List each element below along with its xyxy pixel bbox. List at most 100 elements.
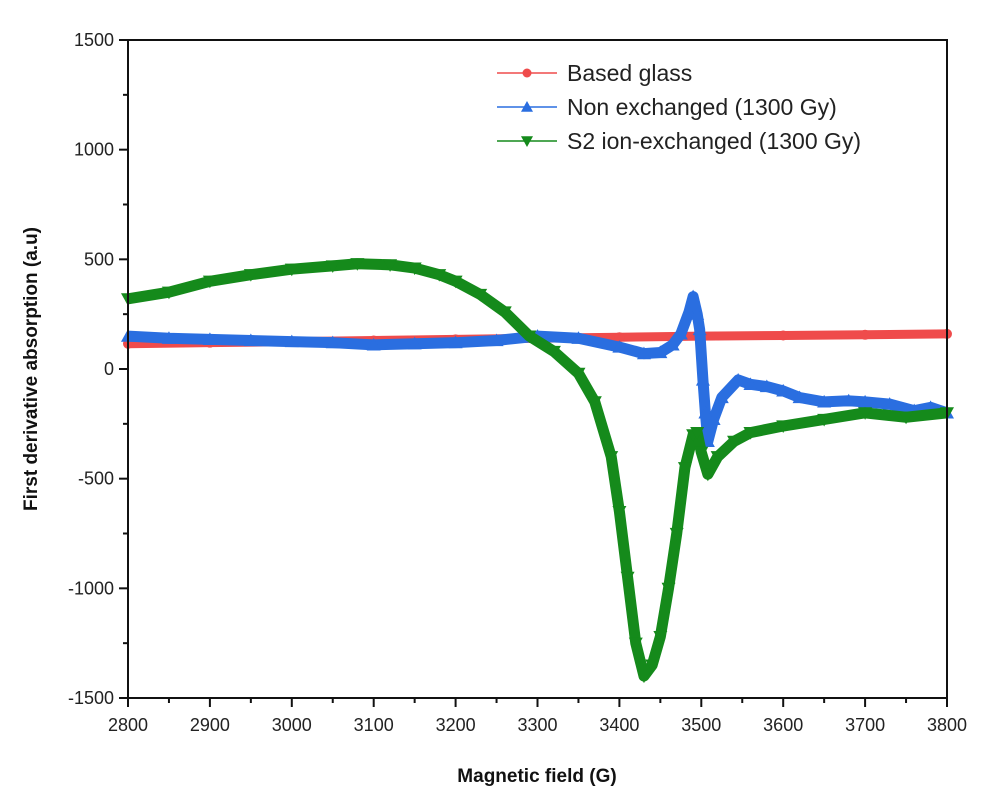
y-tick-label: -500	[78, 469, 114, 489]
data-point	[710, 451, 725, 464]
data-point	[673, 326, 688, 340]
legend-label: S2 ion-exchanged (1300 Gy)	[567, 128, 861, 154]
data-point	[743, 377, 758, 390]
series-line	[127, 258, 948, 682]
data-point	[522, 330, 537, 344]
data-point	[661, 582, 676, 596]
data-point	[161, 286, 176, 300]
data-point	[161, 331, 176, 344]
data-point	[587, 396, 602, 409]
x-tick-label: 3700	[845, 715, 885, 735]
x-axis-label: Magnetic field (G)	[457, 766, 616, 787]
y-tick-label: -1000	[68, 578, 114, 598]
y-tick-label: -1500	[68, 688, 114, 708]
legend-item: Based glass	[497, 60, 692, 86]
data-point	[284, 263, 299, 277]
x-tick-label: 3300	[517, 715, 557, 735]
x-tick-label: 3800	[927, 715, 967, 735]
data-point	[325, 260, 340, 273]
data-point	[817, 394, 832, 408]
data-point	[521, 101, 533, 112]
legend-label: Non exchanged (1300 Gy)	[567, 94, 837, 120]
x-tick-label: 3100	[354, 715, 394, 735]
series-2	[121, 258, 954, 684]
data-point	[858, 407, 873, 420]
data-point	[817, 413, 832, 427]
data-point	[690, 427, 705, 440]
legend-item: S2 ion-exchanged (1300 Gy)	[497, 128, 861, 154]
y-axis-label: First derivative absorption (a.u)	[21, 227, 42, 511]
data-point	[202, 332, 217, 345]
data-point	[612, 505, 627, 519]
y-tick-label: 500	[84, 249, 114, 269]
data-point	[727, 435, 742, 449]
legend-item: Non exchanged (1300 Gy)	[497, 94, 837, 120]
data-point	[571, 367, 586, 381]
data-point	[706, 412, 721, 426]
data-point	[645, 659, 660, 673]
data-point	[546, 345, 561, 359]
data-point	[690, 307, 705, 320]
data-point	[694, 446, 709, 460]
data-point	[243, 269, 258, 282]
data-point	[325, 335, 340, 349]
data-point	[473, 288, 488, 302]
data-point	[692, 322, 707, 336]
x-tick-label: 2900	[190, 715, 230, 735]
data-point	[882, 397, 897, 410]
data-point	[497, 306, 512, 319]
data-point	[407, 262, 422, 276]
data-point	[899, 411, 914, 425]
data-point	[614, 332, 625, 343]
data-point	[686, 289, 701, 303]
data-point	[521, 136, 533, 147]
data-point	[653, 345, 668, 359]
data-point	[841, 393, 856, 407]
data-point	[665, 337, 680, 351]
data-point	[636, 670, 651, 684]
data-point	[448, 335, 463, 349]
data-point	[695, 372, 710, 386]
data-point	[571, 331, 586, 344]
legend-label: Based glass	[567, 60, 692, 86]
data-point	[759, 379, 774, 393]
series-1	[121, 289, 954, 447]
y-tick-label: 0	[104, 359, 114, 379]
data-point	[858, 394, 873, 408]
data-point	[636, 346, 651, 360]
data-point	[366, 337, 381, 351]
x-tick-label: 3200	[436, 715, 476, 735]
data-point	[522, 68, 532, 78]
legend: Based glass Non exchanged (1300 Gy) S2 ion…	[497, 60, 861, 154]
data-point	[284, 334, 299, 348]
data-point	[350, 258, 365, 271]
data-point	[743, 427, 758, 440]
data-point	[628, 637, 643, 651]
data-point	[700, 468, 715, 482]
x-tick-label: 3500	[681, 715, 721, 735]
data-point	[677, 462, 692, 475]
x-tick-label: 2800	[108, 715, 148, 735]
data-point	[604, 451, 619, 464]
data-point	[682, 304, 697, 318]
data-point	[407, 336, 422, 350]
data-point	[792, 390, 807, 404]
data-point	[202, 275, 217, 289]
data-point	[653, 630, 668, 644]
series-line	[127, 291, 949, 447]
y-tick-label: 1000	[74, 140, 114, 160]
data-point	[620, 571, 635, 585]
data-point	[243, 333, 258, 347]
data-point	[612, 340, 627, 353]
data-point	[448, 275, 463, 289]
data-point	[489, 333, 504, 347]
data-point	[776, 383, 791, 397]
data-point	[731, 372, 746, 386]
x-tick-label: 3400	[599, 715, 639, 735]
data-point	[776, 420, 791, 434]
data-point	[383, 259, 398, 272]
data-point	[432, 269, 447, 282]
data-point	[714, 390, 729, 404]
